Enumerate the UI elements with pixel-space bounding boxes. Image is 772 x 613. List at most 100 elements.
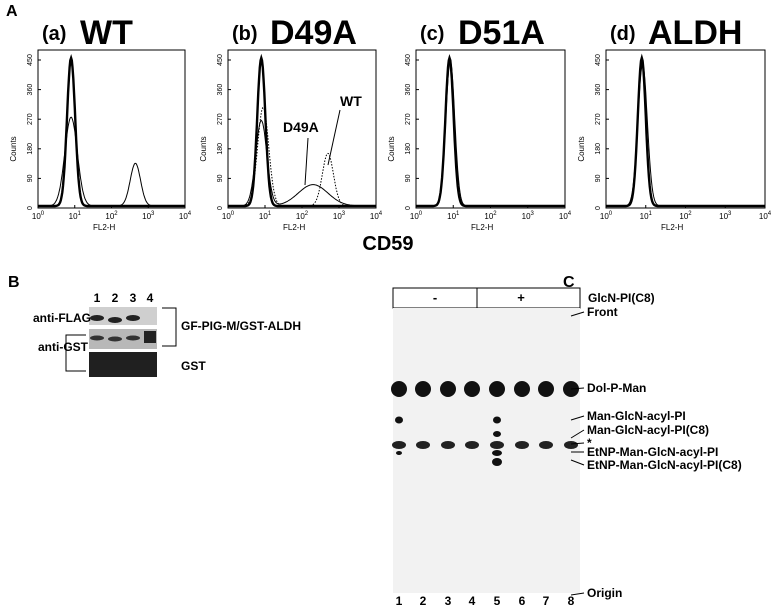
y-tick-label: 90 [595, 174, 602, 182]
y-tick-label: 0 [405, 206, 412, 210]
lane-number: 2 [112, 291, 119, 305]
x-tick-base: 10 [179, 212, 188, 221]
x-tick-label: 104 [370, 211, 383, 221]
spot-label: Man-GlcN-acyl-PI [587, 409, 686, 423]
spot [493, 416, 501, 424]
spot [490, 441, 504, 449]
panel-label: B [8, 274, 20, 291]
x-axis-title: FL2-H [93, 223, 115, 232]
band-label: GST [181, 359, 206, 373]
x-tick-base: 10 [600, 212, 609, 221]
x-tick-label: 103 [333, 211, 346, 221]
spot [415, 381, 431, 397]
spot [492, 450, 502, 456]
spot [465, 441, 479, 449]
x-tick-exp: 2 [688, 211, 692, 217]
x-tick-base: 10 [370, 212, 379, 221]
y-axis-title: Counts [9, 136, 18, 161]
x-tick-base: 10 [333, 212, 342, 221]
x-tick-exp: 1 [78, 211, 82, 217]
y-tick-label: 450 [217, 54, 224, 66]
x-tick-base: 10 [105, 212, 114, 221]
pointer [570, 387, 585, 390]
plot-title: D49A [270, 14, 357, 52]
band [126, 335, 140, 341]
histogram-curve [38, 53, 185, 208]
bracket [162, 307, 177, 347]
plot-title: ALDH [648, 14, 742, 52]
bracket [65, 334, 86, 372]
blot [89, 352, 157, 377]
x-tick-base: 10 [522, 212, 531, 221]
lane-number: 8 [568, 594, 575, 608]
lane-number: 3 [130, 291, 137, 305]
y-tick-label: 0 [217, 206, 224, 210]
annotation-line [327, 109, 341, 166]
x-tick-label: 104 [759, 211, 772, 221]
x-tick-base: 10 [69, 212, 78, 221]
lane-number: 1 [94, 291, 101, 305]
x-tick-exp: 4 [568, 211, 572, 217]
x-tick-exp: 3 [151, 211, 155, 217]
y-tick-label: 360 [405, 84, 412, 96]
spot [538, 381, 554, 397]
y-tick-label: 0 [595, 206, 602, 210]
y-tick-label: 270 [217, 113, 224, 125]
lane-number: 5 [494, 594, 501, 608]
lane-number: 4 [469, 594, 476, 608]
x-tick-base: 10 [759, 212, 768, 221]
x-tick-base: 10 [484, 212, 493, 221]
y-tick-label: 270 [27, 113, 34, 125]
plot-letter: (d) [610, 23, 636, 45]
plot-letter: (a) [42, 23, 66, 45]
spot [564, 441, 578, 449]
y-tick-label: 450 [27, 54, 34, 66]
lane-number: 7 [543, 594, 550, 608]
y-tick-label: 0 [27, 206, 34, 210]
x-tick-label: 101 [640, 211, 653, 221]
blot [89, 307, 157, 325]
pointer [570, 415, 585, 421]
y-tick-label: 360 [595, 84, 602, 96]
histogram-curve [228, 119, 376, 207]
lane-number: 6 [519, 594, 526, 608]
y-tick-label: 90 [405, 174, 412, 182]
x-tick-label: 101 [69, 211, 82, 221]
panel-label: A [6, 3, 18, 20]
histogram-curve [38, 116, 185, 207]
spot [493, 431, 501, 437]
y-tick-label: 270 [405, 113, 412, 125]
x-tick-label: 100 [32, 211, 45, 221]
x-tick-label: 102 [484, 211, 497, 221]
blot [89, 329, 157, 349]
y-tick-label: 360 [217, 84, 224, 96]
x-tick-exp: 4 [188, 211, 192, 217]
band [90, 315, 104, 321]
band [126, 315, 140, 321]
spot [489, 381, 505, 397]
tlc-plate [393, 308, 580, 593]
x-tick-label: 101 [259, 211, 272, 221]
band [108, 336, 122, 342]
x-tick-base: 10 [679, 212, 688, 221]
spot [515, 441, 529, 449]
spot [539, 441, 553, 449]
plot-title: WT [80, 14, 133, 52]
pointer [570, 429, 585, 439]
x-axis-label: CD59 [362, 233, 413, 255]
spot [440, 381, 456, 397]
x-tick-label: 100 [410, 211, 423, 221]
x-tick-base: 10 [296, 212, 305, 221]
x-tick-exp: 4 [768, 211, 772, 217]
histogram-curve [416, 53, 565, 208]
pointer [570, 311, 585, 317]
annotation-line [304, 137, 309, 186]
band [144, 331, 156, 343]
spot-label: * [587, 436, 592, 450]
band [90, 335, 104, 341]
x-tick-base: 10 [32, 212, 41, 221]
y-tick-label: 90 [217, 174, 224, 182]
spot-label: Dol-P-Man [587, 381, 646, 395]
condition-label: GlcN-PI(C8) [588, 291, 655, 305]
x-tick-exp: 0 [419, 211, 423, 217]
